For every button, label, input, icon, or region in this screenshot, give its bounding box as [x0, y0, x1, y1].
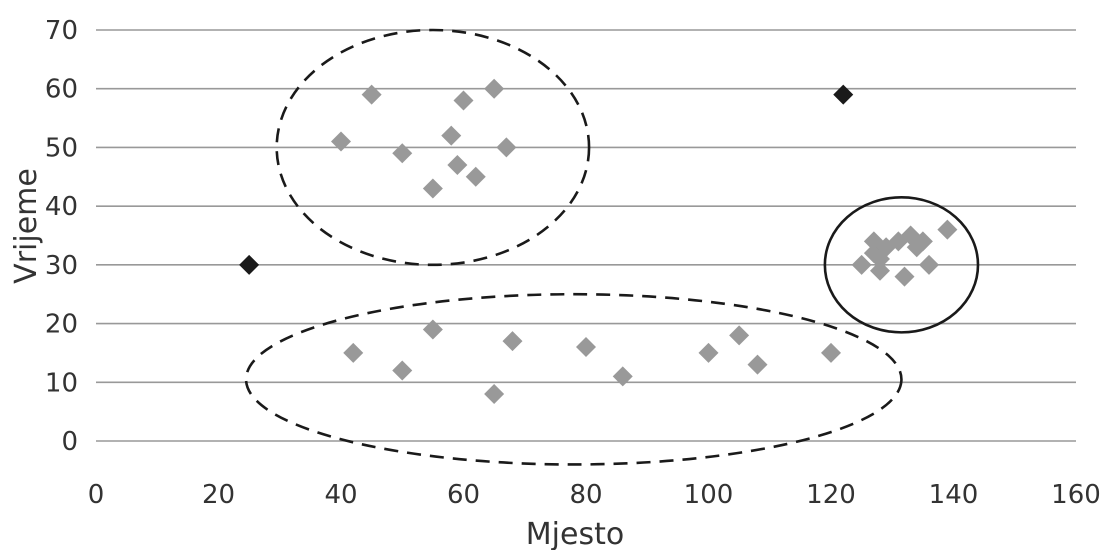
x-tick-label: 160 [1051, 480, 1101, 510]
x-tick-label: 100 [684, 480, 734, 510]
data-point [343, 342, 364, 363]
y-tick-labels: 0 10 20 30 40 50 60 70 [45, 16, 78, 457]
gridlines [96, 29, 1076, 442]
data-point [870, 248, 890, 269]
data-point [894, 266, 915, 287]
x-tick-label: 20 [202, 480, 235, 510]
x-tick-label: 0 [88, 480, 105, 510]
x-tick-label: 40 [324, 480, 357, 510]
data-point [484, 384, 505, 405]
data-point [870, 260, 890, 281]
data-point [912, 231, 933, 252]
y-tick-label: 10 [45, 368, 78, 398]
x-axis-title: Mjesto [526, 517, 624, 550]
y-tick-label: 60 [45, 75, 78, 105]
outlier-point [833, 84, 854, 105]
x-tick-labels: 0 20 40 60 80 100 120 140 160 [88, 480, 1101, 510]
data-point [484, 78, 505, 99]
dashed-cluster-ellipse-2 [244, 292, 903, 466]
y-axis-title: Vrijeme [9, 168, 44, 284]
y-tick-label: 0 [61, 427, 78, 457]
data-points [239, 78, 958, 405]
data-point [747, 354, 768, 375]
data-point [729, 325, 750, 346]
data-point [447, 155, 468, 176]
data-point [392, 143, 413, 164]
x-tick-label: 60 [447, 480, 480, 510]
cluster-outlines [244, 28, 980, 466]
data-point [465, 166, 486, 187]
data-point [937, 219, 958, 240]
data-point [361, 84, 382, 105]
data-point [576, 337, 596, 358]
x-tick-label: 80 [569, 480, 602, 510]
outlier-point [239, 254, 260, 275]
data-point [422, 319, 443, 340]
dashed-cluster-ellipse-1 [275, 28, 591, 267]
data-point [502, 331, 523, 352]
data-point [496, 137, 517, 158]
data-point [851, 254, 872, 275]
data-point [698, 342, 719, 363]
data-point [441, 125, 462, 146]
x-tick-label: 140 [929, 480, 979, 510]
data-point [919, 254, 939, 275]
data-point [331, 131, 351, 152]
y-tick-label: 20 [45, 310, 78, 340]
y-tick-label: 50 [45, 133, 78, 163]
y-tick-label: 70 [45, 16, 78, 46]
solid-cluster-ellipse-3 [823, 196, 980, 334]
data-point [453, 90, 474, 111]
data-point [422, 178, 443, 199]
data-point [392, 360, 413, 381]
y-tick-label: 40 [45, 192, 78, 222]
data-point [612, 366, 633, 387]
x-tick-label: 120 [806, 480, 856, 510]
y-tick-label: 30 [45, 251, 78, 281]
data-point [821, 342, 841, 363]
